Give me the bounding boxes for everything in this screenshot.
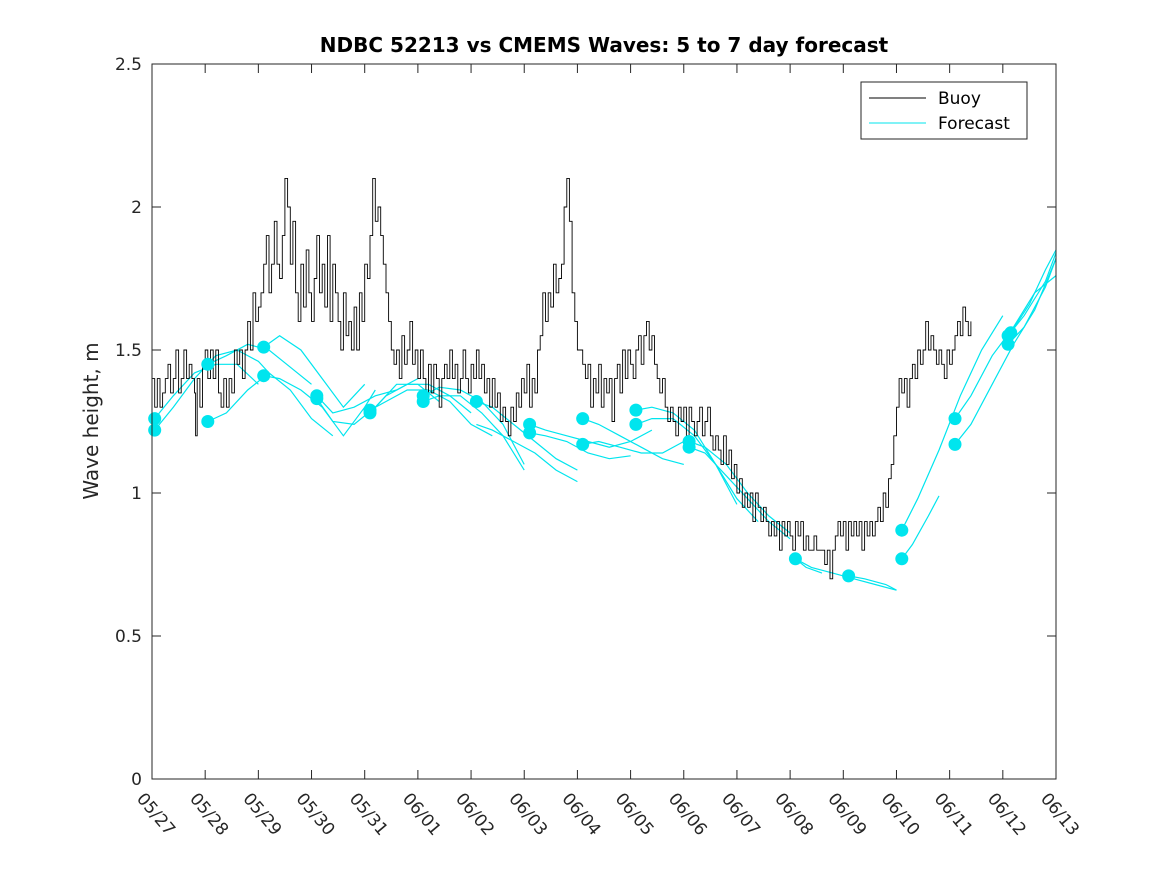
x-tick-label: 06/11 — [930, 789, 977, 839]
x-tick-label: 06/08 — [770, 789, 817, 839]
legend-forecast-label: Forecast — [938, 114, 1010, 134]
y-axis-label: Wave height, m — [79, 342, 103, 499]
y-axis: 0 0.5 1 1.5 2 2.5 — [115, 55, 1056, 790]
forecast-line — [422, 386, 525, 465]
forecast-start-marker — [363, 403, 377, 417]
y-tick-label: 1.5 — [115, 341, 142, 361]
forecast-start-marker — [629, 403, 643, 417]
x-tick-label: 05/29 — [239, 789, 286, 839]
forecast-start-marker — [576, 412, 590, 426]
y-tick-label: 0.5 — [115, 627, 142, 647]
x-tick-label: 06/05 — [611, 789, 658, 839]
forecast-line — [476, 423, 578, 483]
forecast-line — [901, 495, 940, 560]
legend: Buoy Forecast — [860, 81, 1028, 140]
chart-title: NDBC 52213 vs CMEMS Waves: 5 to 7 day fo… — [320, 33, 889, 57]
y-tick-label: 1 — [131, 484, 142, 504]
forecast-line — [263, 334, 366, 409]
forecast-start-marker — [788, 552, 802, 566]
forecast-line — [582, 440, 685, 454]
forecast-start-marker — [629, 417, 643, 431]
forecast-start-marker — [895, 552, 909, 566]
forecast-start-marker — [416, 395, 430, 408]
y-tick-label: 2.5 — [115, 55, 142, 75]
forecast-start-marker — [469, 395, 483, 408]
x-tick-label: 05/30 — [292, 789, 339, 839]
forecast-start-marker — [201, 357, 215, 371]
x-tick-label: 05/28 — [185, 789, 232, 839]
forecast-start-marker — [948, 412, 962, 426]
plot-area — [148, 63, 1057, 780]
x-tick-label: 06/10 — [877, 789, 924, 839]
forecast-line — [848, 575, 897, 591]
forecast-start-marker — [842, 569, 856, 583]
x-tick-label: 06/09 — [823, 789, 870, 839]
forecast-start-marker — [682, 440, 696, 454]
x-tick-label: 06/01 — [398, 789, 445, 839]
x-tick-label: 06/06 — [664, 789, 711, 839]
forecast-start-markers — [148, 326, 1018, 583]
plot-background — [152, 64, 1056, 779]
x-tick-label: 06/13 — [1036, 789, 1083, 839]
y-tick-label: 2 — [131, 198, 142, 218]
forecast-start-marker — [523, 417, 537, 431]
x-tick-label: 06/04 — [558, 789, 605, 839]
forecast-start-marker — [576, 437, 590, 451]
forecast-line — [901, 315, 1004, 531]
forecast-start-marker — [895, 523, 909, 537]
x-tick-label: 06/12 — [983, 789, 1030, 839]
forecast-start-marker — [948, 437, 962, 451]
forecast-start-marker — [1004, 326, 1018, 340]
x-tick-label: 06/07 — [717, 789, 764, 839]
forecast-start-marker — [1001, 337, 1015, 351]
forecast-line — [1010, 249, 1057, 334]
x-tick-label: 06/02 — [451, 789, 498, 839]
forecast-start-marker — [257, 340, 271, 354]
x-tick-label: 05/27 — [132, 789, 179, 839]
forecast-start-marker — [201, 415, 215, 428]
buoy-series — [152, 177, 972, 580]
x-tick-label: 06/03 — [504, 789, 551, 839]
y-tick-label: 0 — [131, 770, 142, 790]
x-tick-label: 05/31 — [345, 789, 392, 839]
legend-buoy-label: Buoy — [938, 89, 981, 109]
plot-border — [151, 63, 1057, 780]
forecast-line — [582, 418, 684, 465]
forecast-start-marker — [257, 369, 271, 383]
forecast-start-marker — [148, 412, 162, 426]
forecast-start-marker — [310, 392, 324, 406]
forecast-line — [369, 383, 472, 414]
legend-box — [860, 81, 1028, 140]
forecast-start-marker — [148, 423, 162, 437]
buoy-line — [152, 177, 972, 580]
